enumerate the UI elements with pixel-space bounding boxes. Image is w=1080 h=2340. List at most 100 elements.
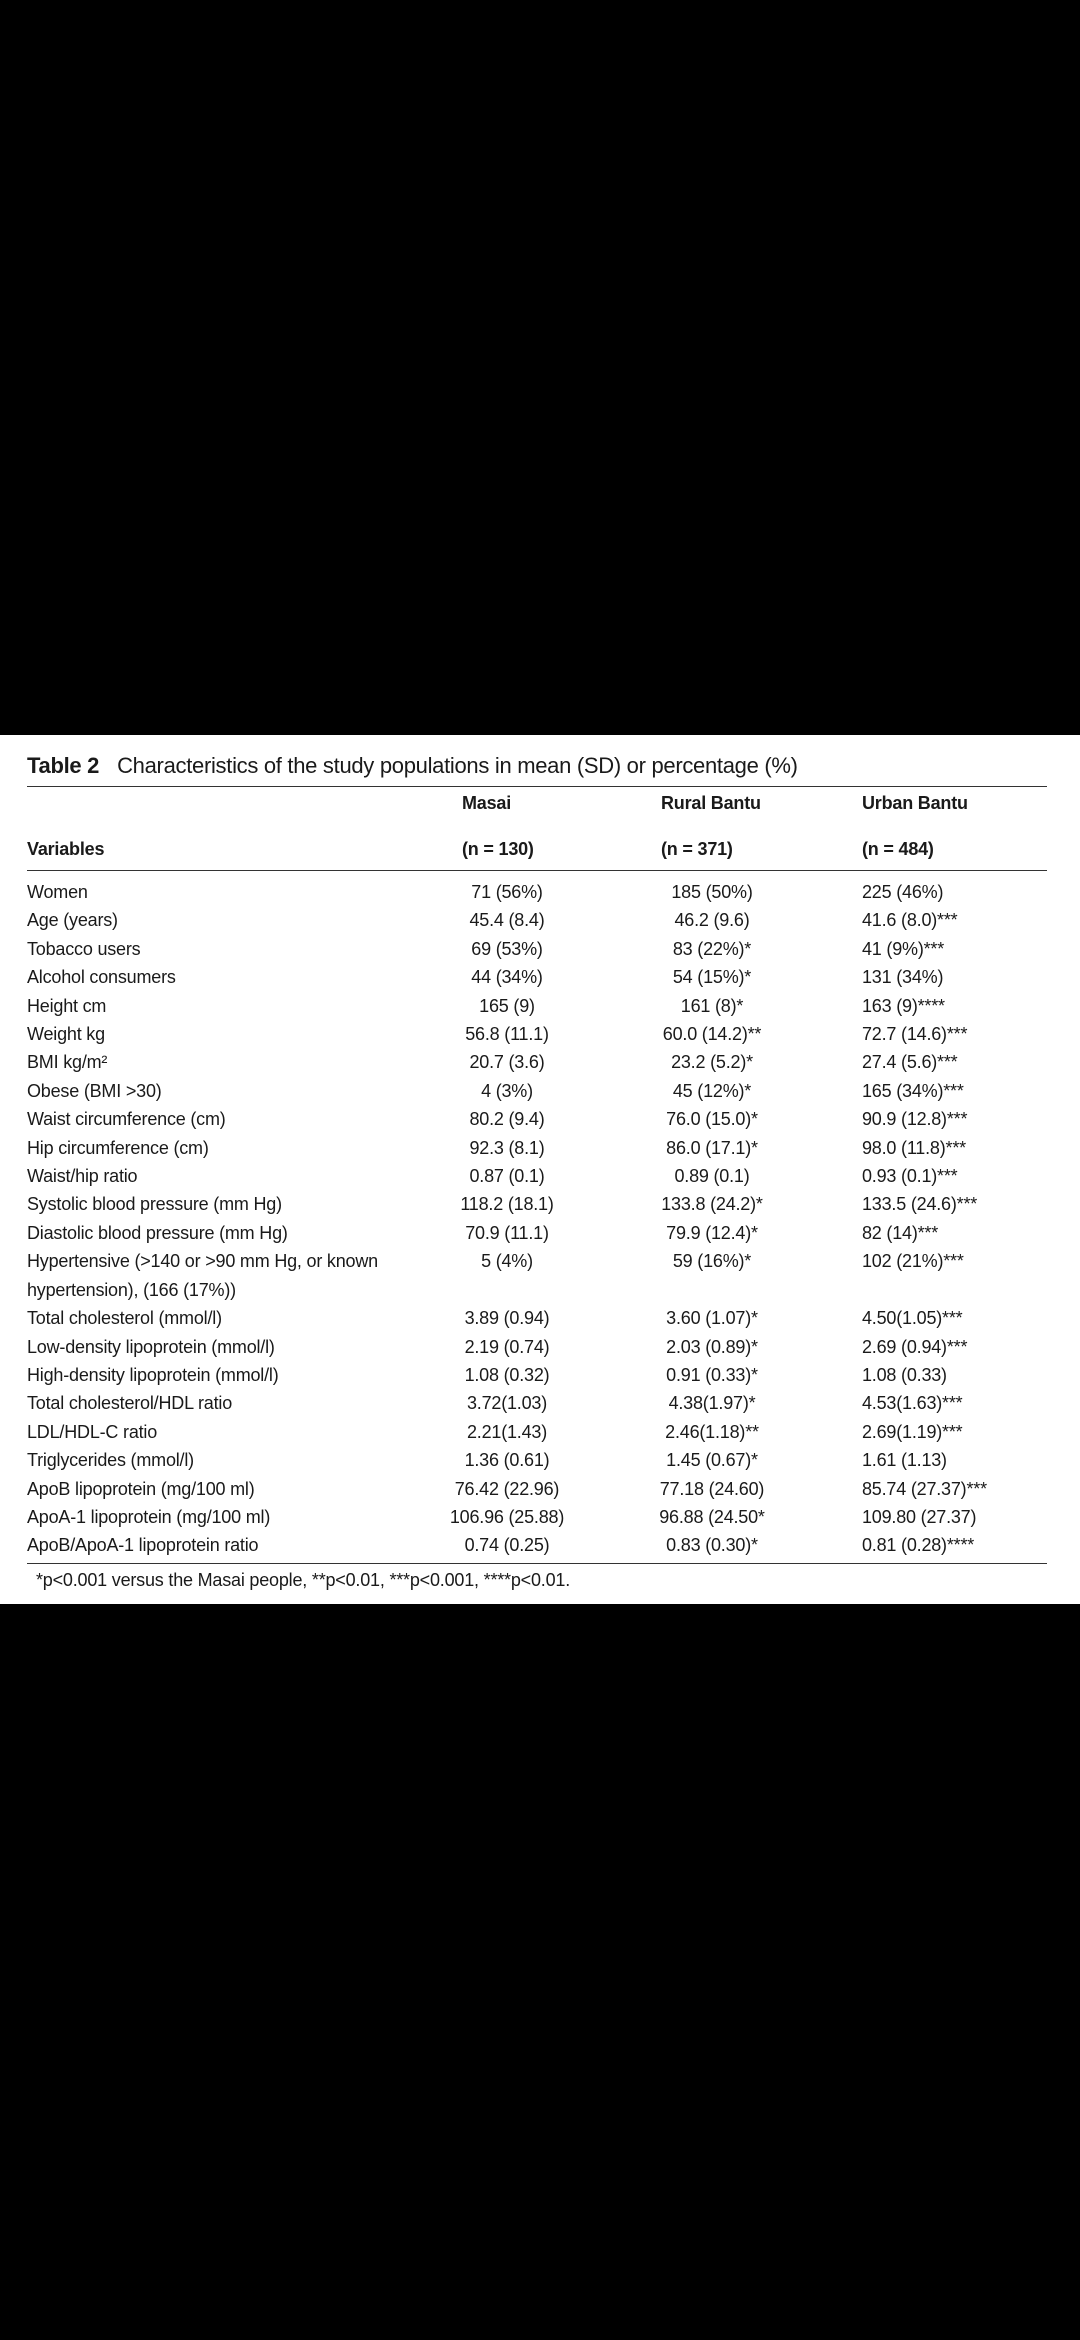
variable-cell: Diastolic blood pressure (mm Hg) [27,1222,288,1243]
value-cell: 133.8 (24.2)* [661,1194,763,1215]
variable-cell: Triglycerides (mmol/l) [27,1450,194,1471]
value-cell: 2.19 (0.74) [464,1336,550,1357]
value-cell: 1.61 (1.13) [862,1450,947,1471]
value-cell: 118.2 (18.1) [460,1194,554,1215]
top-rule [27,786,1047,787]
table-row: Weight kg 56.8 (11.1) 60.0 (14.2)** 72.7 (1… [0,1020,1080,1048]
variable-cell: Height cm [27,995,107,1016]
value-cell: 163 (9)**** [862,995,945,1016]
column-header: (n = 130) [462,839,534,859]
value-cell: 0.93 (0.1)*** [862,1166,958,1187]
value-cell: 1.08 (0.32) [464,1364,550,1385]
table-row: Alcohol consumers 44 (34%) 54 (15%)* 131 (3… [0,963,1080,991]
table-row: Hip circumference (cm) 92.3 (8.1) 86.0 (17… [0,1134,1080,1162]
value-cell: 77.18 (24.60) [659,1478,765,1499]
value-cell: 86.0 (17.1)* [666,1137,758,1158]
value-cell: 3.72(1.03) [466,1393,548,1414]
table-row: Systolic blood pressure (mm Hg) 118.2 (18… [0,1190,1080,1218]
value-cell: 82 (14)*** [862,1222,939,1243]
value-cell: 185 (50%) [671,882,753,902]
table-label: Table 2 [27,753,100,778]
value-cell: 2.46(1.18)** [665,1421,759,1442]
value-cell: 59 (16%)* [672,1251,752,1272]
table-row: LDL/HDL-C ratio 2.21(1.43) 2.46(1.18)** 2.6… [0,1418,1080,1446]
table-row: High-density lipoprotein (mmol/l) 1.08 (0… [0,1361,1080,1389]
value-cell: 161 (8)* [680,995,744,1016]
value-cell: 85.74 (27.37)*** [862,1478,987,1499]
variable-cell: BMI kg/m² [27,1052,108,1073]
table-caption: Table 2 Characteristics of the study popu… [27,753,798,779]
value-cell: 44 (34%) [471,967,543,988]
variable-cell: Age (years) [27,910,118,931]
value-cell: 70.9 (11.1) [465,1222,549,1243]
table-row: Waist/hip ratio 0.87 (0.1) 0.89 (0.1) 0.93 … [0,1162,1080,1190]
value-cell: 41 (9%)*** [862,938,945,959]
value-cell: 41.6 (8.0)*** [862,910,958,931]
value-cell: 131 (34%) [862,967,944,988]
value-cell: 4.38(1.97)* [668,1393,756,1414]
table-row: Age (years) 45.4 (8.4) 46.2 (9.6) 41.6 (8.0… [0,906,1080,934]
value-cell: 46.2 (9.6) [674,910,750,931]
column-header: (n = 484) [862,839,934,859]
footnote: *p<0.001 versus the Masai people, **p<0.… [36,1570,571,1590]
column-header: (n = 371) [661,839,733,859]
value-cell: 76.0 (15.0)* [666,1109,758,1130]
table-row: Women 71 (56%) 185 (50%) 225 (46%) [0,878,1080,906]
table-row: Diastolic blood pressure (mm Hg) 70.9 (11… [0,1219,1080,1247]
table-row: Obese (BMI >30) 4 (3%) 45 (12%)* 165 (34%)*… [0,1077,1080,1105]
table-row: Hypertensive (>140 or >90 mm Hg, or know… [0,1247,1080,1304]
variable-cell: Total cholesterol/HDL ratio [27,1393,233,1414]
value-cell: 2.69(1.19)*** [862,1421,963,1442]
value-cell: 165 (34%)*** [862,1080,964,1101]
value-cell: 2.21(1.43) [466,1421,548,1442]
value-cell: 80.2 (9.4) [469,1109,545,1130]
value-cell: 79.9 (12.4)* [666,1222,758,1243]
value-cell: 3.89 (0.94) [464,1308,550,1329]
value-cell: 1.08 (0.33) [862,1364,947,1385]
variable-cell: Low-density lipoprotein (mmol/l) [27,1336,275,1357]
variable-cell: Women [27,882,88,902]
variable-cell: Hypertensive (>140 or >90 mm Hg, or know… [27,1251,378,1300]
value-cell: 90.9 (12.8)*** [862,1109,968,1130]
table-row: Low-density lipoprotein (mmol/l) 2.19 (0.… [0,1333,1080,1361]
value-cell: 92.3 (8.1) [469,1137,545,1158]
group-header: Masai [462,793,512,813]
value-cell: 0.83 (0.30)* [666,1535,758,1556]
table-row: Triglycerides (mmol/l) 1.36 (0.61) 1.45 (0… [0,1446,1080,1474]
value-cell: 45.4 (8.4) [469,910,545,931]
value-cell: 54 (15%)* [672,967,752,988]
value-cell: 4 (3%) [481,1080,533,1101]
variable-cell: Obese (BMI >30) [27,1080,162,1101]
value-cell: 0.87 (0.1) [469,1166,545,1187]
value-cell: 0.91 (0.33)* [666,1364,758,1385]
value-cell: 76.42 (22.96) [454,1478,560,1499]
value-cell: 60.0 (14.2)** [662,1024,762,1045]
variable-cell: Weight kg [27,1024,105,1045]
value-cell: 96.88 (24.50* [659,1506,765,1527]
value-cell: 2.03 (0.89)* [666,1336,758,1357]
value-cell: 72.7 (14.6)*** [862,1024,968,1045]
table-row: Height cm 165 (9) 161 (8)* 163 (9)**** [0,992,1080,1020]
variable-cell: Waist circumference (cm) [27,1109,226,1130]
table-row: ApoA-1 lipoprotein (mg/100 ml) 106.96 (25… [0,1503,1080,1531]
table-row: ApoB lipoprotein (mg/100 ml) 76.42 (22.96… [0,1475,1080,1503]
variable-cell: ApoB/ApoA-1 lipoprotein ratio [27,1535,259,1556]
value-cell: 71 (56%) [471,882,543,902]
header-rule [27,870,1047,871]
variable-cell: Total cholesterol (mmol/l) [27,1308,222,1329]
value-cell: 165 (9) [479,995,535,1016]
column-header: Variables [27,839,105,859]
value-cell: 98.0 (11.8)*** [862,1137,966,1158]
value-cell: 69 (53%) [471,938,543,959]
bottom-rule [27,1563,1047,1564]
table-row: Total cholesterol (mmol/l) 3.89 (0.94) 3.6… [0,1304,1080,1332]
value-cell: 83 (22%)* [672,938,752,959]
value-cell: 4.53(1.63)*** [862,1393,963,1414]
value-cell: 102 (21%)*** [862,1251,964,1272]
variable-cell: ApoA-1 lipoprotein (mg/100 ml) [27,1506,271,1527]
group-header: Rural Bantu [661,793,761,813]
value-cell: 5 (4%) [481,1251,533,1272]
table-row: ApoB/ApoA-1 lipoprotein ratio 0.74 (0.25)… [0,1531,1080,1559]
value-cell: 45 (12%)* [672,1080,752,1101]
